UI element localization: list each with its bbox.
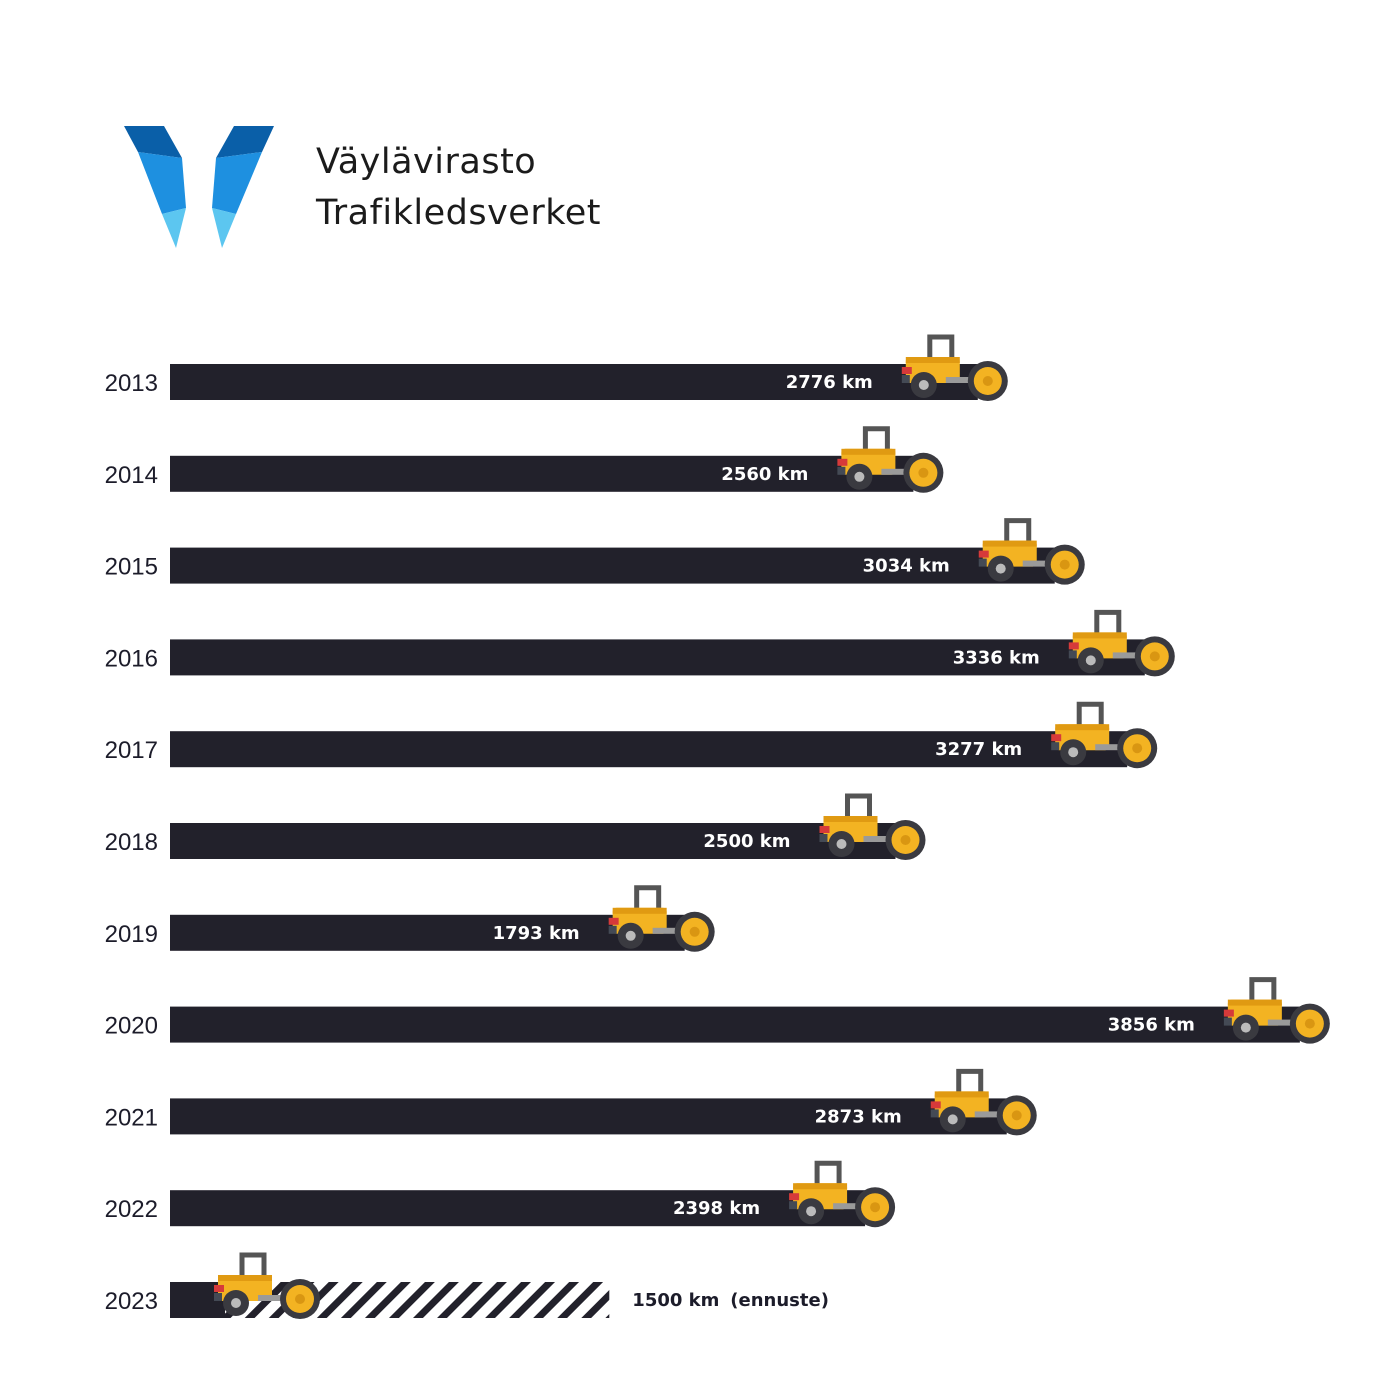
road-roller-icon bbox=[1223, 977, 1330, 1044]
year-tick-label: 2018 bbox=[105, 829, 158, 856]
year-tick-label: 2017 bbox=[105, 737, 158, 764]
year-tick-label: 2020 bbox=[105, 1013, 158, 1040]
bar bbox=[170, 455, 914, 492]
forecast-note: (ennuste) bbox=[730, 1290, 829, 1311]
year-tick-label: 2013 bbox=[105, 370, 158, 397]
header: Väylävirasto Trafikledsverket bbox=[0, 0, 1400, 280]
road-roller-icon bbox=[930, 1068, 1037, 1136]
road-roller-icon bbox=[608, 885, 715, 952]
bar-value-label: 1793 km bbox=[493, 923, 580, 944]
year-tick-label: 2023 bbox=[105, 1288, 158, 1315]
vaylavirasto-logo-icon bbox=[124, 126, 274, 248]
bar bbox=[170, 1098, 1007, 1135]
bar-row: 2018 2500 km bbox=[105, 793, 926, 860]
bar bbox=[170, 547, 1055, 584]
bar bbox=[170, 1190, 866, 1227]
logo-left-mid bbox=[138, 152, 186, 214]
year-tick-label: 2021 bbox=[105, 1104, 158, 1131]
bar-row: 2021 2873 km bbox=[105, 1068, 1037, 1136]
bar bbox=[170, 364, 978, 400]
road-roller-icon bbox=[901, 334, 1008, 401]
bar-chart: 2013 2776 km 2014 2560 km 2015 3034 km 2016 333… bbox=[105, 334, 1330, 1319]
year-tick-label: 2015 bbox=[105, 554, 158, 581]
road-roller-icon bbox=[819, 793, 926, 860]
bar-value-label: 3034 km bbox=[863, 556, 950, 577]
chart-layer: 2013 2776 km 2014 2560 km 2015 3034 km 2016 333… bbox=[105, 334, 1330, 1319]
logo-right-dark bbox=[216, 126, 274, 158]
organization-name-fi: Väylävirasto bbox=[316, 142, 537, 182]
bar-row: 2015 3034 km bbox=[105, 518, 1085, 585]
bar-value-label: 2398 km bbox=[673, 1198, 760, 1219]
bar bbox=[170, 639, 1145, 676]
bar-row: 2017 3277 km bbox=[105, 701, 1158, 769]
bar bbox=[170, 731, 1128, 768]
bar-row: 2020 3856 km bbox=[105, 977, 1330, 1044]
bar bbox=[170, 823, 896, 859]
road-roller-icon bbox=[214, 1252, 320, 1319]
bar-value-label: 2776 km bbox=[786, 372, 873, 393]
bar-row: 2019 1793 km bbox=[105, 885, 715, 952]
bar bbox=[170, 914, 685, 951]
bar-row: 2013 2776 km bbox=[105, 334, 1008, 401]
year-tick-label: 2016 bbox=[105, 645, 158, 672]
bar-row: 2014 2560 km bbox=[105, 426, 944, 493]
bar-row: 2022 2398 km bbox=[105, 1160, 896, 1228]
year-tick-label: 2019 bbox=[105, 921, 158, 948]
bar-value-label: 2560 km bbox=[721, 464, 808, 485]
road-roller-icon bbox=[789, 1160, 896, 1228]
year-tick-label: 2022 bbox=[105, 1196, 158, 1223]
organization-name-sv: Trafikledsverket bbox=[316, 193, 602, 233]
bar-value-label: 3856 km bbox=[1108, 1015, 1195, 1036]
logo-left-light bbox=[162, 208, 186, 248]
logo-right-light bbox=[212, 208, 236, 248]
bar-value-label: 3277 km bbox=[935, 739, 1022, 760]
bar-value-label: 2500 km bbox=[703, 831, 790, 852]
road-roller-icon bbox=[1068, 609, 1175, 677]
bar-row: 2016 3336 km bbox=[105, 609, 1175, 677]
road-roller-icon bbox=[978, 518, 1085, 585]
bar-value-label: 2873 km bbox=[815, 1106, 902, 1127]
logo-right-mid bbox=[212, 152, 262, 214]
road-roller-icon bbox=[1051, 701, 1158, 769]
bar bbox=[170, 1006, 1300, 1043]
road-roller-icon bbox=[837, 426, 944, 493]
bar-value-label: 3336 km bbox=[953, 647, 1040, 668]
logo-left-dark bbox=[124, 126, 182, 158]
bar-value-label: 1500 km bbox=[632, 1290, 719, 1311]
year-tick-label: 2014 bbox=[105, 462, 158, 489]
bar-row: 2023 1500 km (ennuste) bbox=[105, 1252, 829, 1319]
